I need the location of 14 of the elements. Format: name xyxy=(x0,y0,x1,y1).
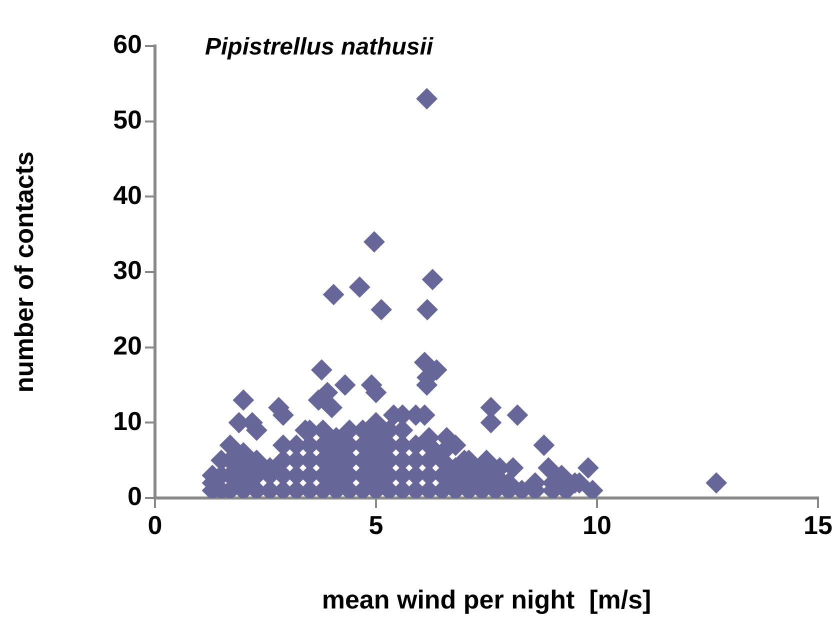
y-tick-label: 40 xyxy=(113,180,142,210)
chart-title: Pipistrellus nathusii xyxy=(205,34,434,61)
y-tick-label: 20 xyxy=(113,330,142,361)
y-tick-label: 50 xyxy=(113,104,142,135)
y-tick-label: 30 xyxy=(113,255,142,286)
y-tick-label: 60 xyxy=(113,29,142,60)
x-tick-label: 5 xyxy=(368,510,384,540)
x-tick-label: 0 xyxy=(148,510,162,540)
y-tick-label: 10 xyxy=(113,406,142,436)
x-axis-title: mean wind per night [m/s] xyxy=(322,584,652,615)
x-tick-label: 10 xyxy=(582,510,612,540)
y-axis-title: number of contacts xyxy=(8,151,39,393)
y-tick-label: 0 xyxy=(128,481,142,512)
x-tick-label: 15 xyxy=(804,510,832,540)
